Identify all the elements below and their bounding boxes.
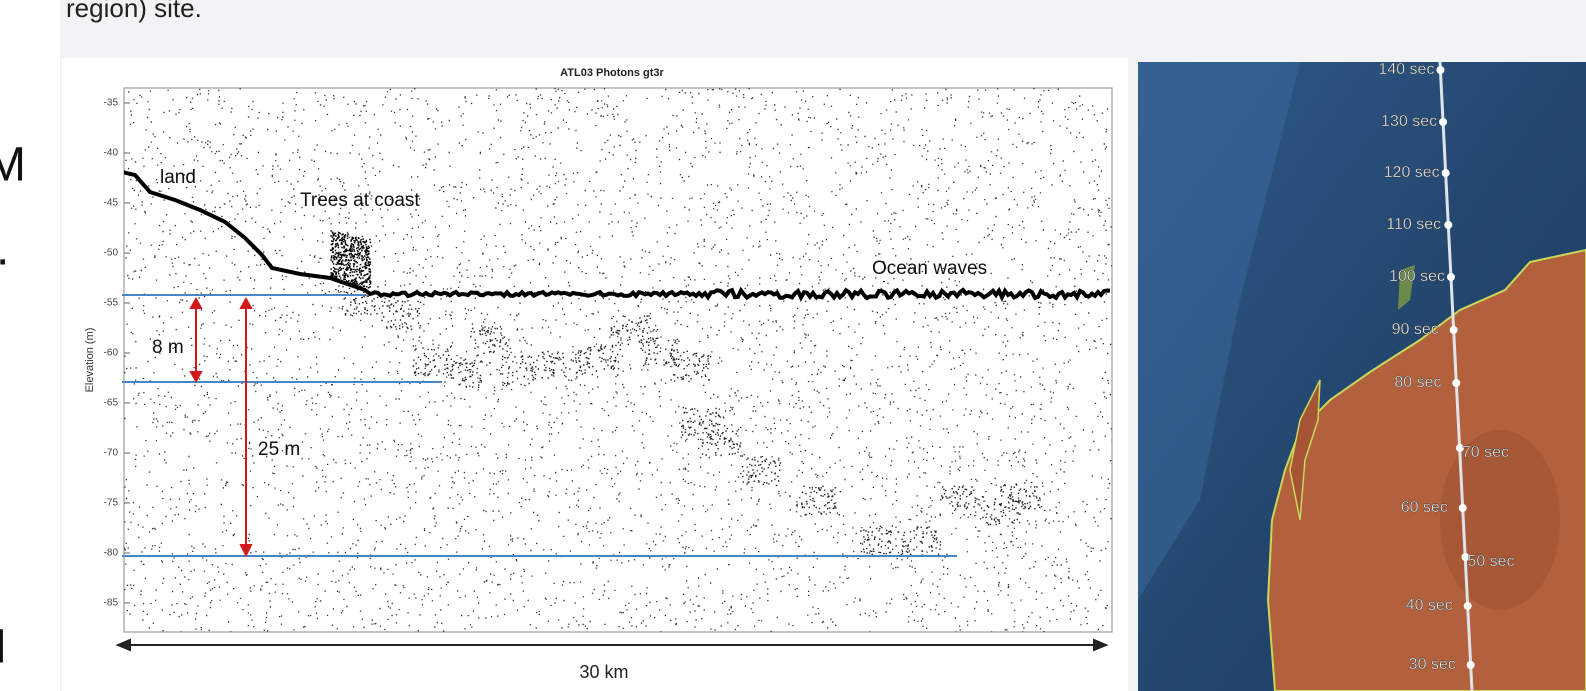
plot-area	[123, 87, 1113, 633]
annotation: Trees at coast	[300, 190, 420, 211]
photon-cloud	[124, 88, 1112, 632]
peninsula	[1289, 379, 1321, 521]
map-label: 40 sec	[1406, 597, 1453, 614]
y-tick-label: -40	[104, 148, 119, 159]
y-tick-label: -50	[104, 248, 119, 259]
track-marker	[1455, 444, 1464, 452]
map-label: 120 sec	[1384, 164, 1440, 181]
track-marker	[1458, 504, 1467, 512]
arrow-heads	[189, 296, 203, 384]
map-label: 60 sec	[1401, 499, 1448, 516]
arrow-heads	[239, 296, 253, 558]
y-tick-label: -55	[104, 298, 119, 309]
map-label: 130 sec	[1381, 113, 1437, 130]
side-fragment: M	[0, 139, 26, 192]
map-labels: 140 sec 130 sec 120 sec 110 sec 100 sec 90 se…	[1378, 61, 1515, 673]
depth-arrows	[189, 296, 253, 558]
y-tick-label: -60	[104, 348, 119, 359]
track-marker	[1441, 169, 1450, 177]
map-label: 100 sec	[1389, 268, 1445, 285]
map-label: 110 sec	[1386, 216, 1441, 233]
header-bar	[60, 0, 1586, 50]
map-label: 50 sec	[1467, 553, 1514, 570]
track-marker	[1446, 273, 1455, 281]
track	[1438, 62, 1474, 691]
track-marker	[1439, 118, 1448, 126]
map-label: 30 sec	[1409, 656, 1456, 673]
side-fragment: .	[0, 223, 9, 276]
noise	[124, 88, 1112, 632]
track-marker	[1449, 326, 1458, 334]
shelf	[1138, 62, 1300, 600]
island	[1398, 265, 1415, 310]
annotation: 30 km	[579, 662, 628, 682]
map-image	[1138, 62, 1586, 691]
plot-title: ATL03 Photons gt3r	[560, 67, 664, 79]
annotation: Ocean waves	[872, 258, 987, 279]
y-tick-label: -85	[104, 598, 119, 609]
map-label: 90 sec	[1392, 321, 1439, 338]
y-tick-label: -70	[104, 448, 119, 459]
track-marker	[1466, 661, 1475, 669]
y-tick-label: -45	[104, 198, 119, 209]
y-tick-label: -35	[104, 98, 119, 109]
y-tick-label: -80	[104, 548, 119, 559]
y-axis-label: Elevation (m)	[84, 328, 96, 393]
annotation: 25 m	[258, 439, 300, 460]
terrain	[1440, 430, 1560, 610]
distance-arrow	[115, 638, 1109, 652]
track-marker	[1452, 379, 1461, 387]
map-label: 70 sec	[1462, 444, 1509, 461]
track-marker	[1463, 602, 1472, 610]
y-tick-label: -75	[104, 498, 119, 509]
surface	[124, 170, 1111, 303]
annotation: land	[160, 167, 196, 188]
seafloor	[340, 286, 1041, 557]
side-fragment: I	[0, 621, 7, 674]
map-label: 80 sec	[1394, 374, 1441, 391]
header-text: region) site.	[66, 0, 202, 23]
track-marker	[1436, 66, 1445, 74]
map-label: 140 sec	[1378, 61, 1434, 78]
track-marker	[1444, 221, 1453, 229]
y-tick-label: -65	[104, 398, 119, 409]
track-marker	[1461, 553, 1470, 561]
annotation: 8 m	[152, 337, 184, 358]
arrow-heads	[115, 638, 1109, 652]
trees	[330, 230, 372, 289]
side-column	[0, 0, 60, 691]
y-ticks: -35 -40 -45 -50 -55 -60 -65 -70 -75 -80 -85	[104, 98, 130, 609]
